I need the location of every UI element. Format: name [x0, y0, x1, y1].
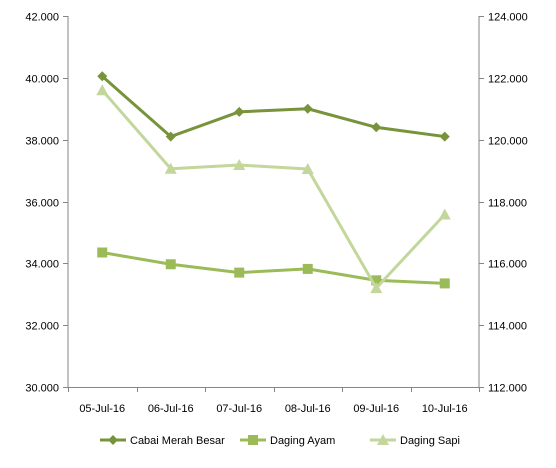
data-point	[165, 131, 176, 142]
data-point	[234, 106, 245, 117]
axes: 30.000 32.000 34.000 36.000 38.000 40.000 42.0…	[25, 12, 527, 416]
data-point	[371, 122, 382, 133]
series-daging-sapi	[96, 84, 451, 294]
right-axis-tick-label: 122.000	[488, 74, 528, 86]
series-line	[101, 251, 445, 285]
data-point	[371, 275, 382, 286]
left-axis-tick-label: 30.000	[25, 383, 59, 395]
data-point	[439, 131, 450, 142]
data-point	[302, 263, 313, 274]
legend-swatch-marker	[248, 435, 258, 445]
left-axis-tick-label: 32.000	[25, 321, 59, 333]
data-point	[439, 278, 450, 289]
data-point	[302, 103, 313, 114]
legend-label: Daging Sapi	[400, 435, 460, 447]
series-layer	[96, 71, 451, 294]
data-point	[96, 84, 109, 96]
x-axis-tick-label: 05-Jul-16	[79, 403, 125, 415]
data-point	[97, 247, 108, 258]
series-daging-ayam	[97, 247, 450, 289]
data-point	[234, 267, 245, 278]
x-axis-tick-label: 08-Jul-16	[285, 403, 331, 415]
legend-swatch-marker	[377, 434, 389, 445]
legend-item: Daging Sapi	[370, 434, 460, 447]
left-axis-tick-label: 42.000	[25, 12, 59, 24]
data-point	[164, 162, 177, 174]
left-axis-tick-label: 36.000	[25, 198, 59, 210]
series-cabai-merah-besar	[97, 71, 450, 142]
data-point	[438, 208, 451, 220]
right-axis-tick-label: 120.000	[488, 136, 528, 148]
x-axis-tick-label: 06-Jul-16	[148, 403, 194, 415]
right-axis-tick-label: 116.000	[488, 259, 527, 271]
right-axis-tick-label: 124.000	[488, 12, 528, 24]
legend-item: Daging Ayam	[240, 435, 335, 447]
data-point	[97, 71, 108, 82]
left-axis-tick-label: 40.000	[25, 74, 59, 86]
data-point	[301, 163, 314, 175]
x-axis-tick-label: 07-Jul-16	[216, 403, 262, 415]
data-point	[233, 159, 246, 171]
left-axis-tick-label: 38.000	[25, 136, 59, 148]
legend-label: Daging Ayam	[270, 435, 335, 447]
series-line	[101, 89, 446, 290]
x-axis-tick-label: 10-Jul-16	[422, 403, 468, 415]
legend-label: Cabai Merah Besar	[130, 435, 225, 447]
data-point	[165, 259, 176, 270]
legend-swatch-marker	[108, 435, 118, 445]
legend: Cabai Merah Besar Daging Ayam Daging Sapi	[100, 434, 460, 447]
right-axis-tick-label: 114.000	[488, 321, 527, 333]
data-point	[370, 282, 383, 294]
right-axis-tick-label: 112.000	[488, 383, 527, 395]
right-axis-tick-label: 118.000	[488, 198, 527, 210]
legend-item: Cabai Merah Besar	[100, 435, 225, 447]
left-axis-tick-label: 34.000	[25, 259, 59, 271]
series-line	[101, 75, 445, 139]
x-axis-tick-label: 09-Jul-16	[353, 403, 399, 415]
